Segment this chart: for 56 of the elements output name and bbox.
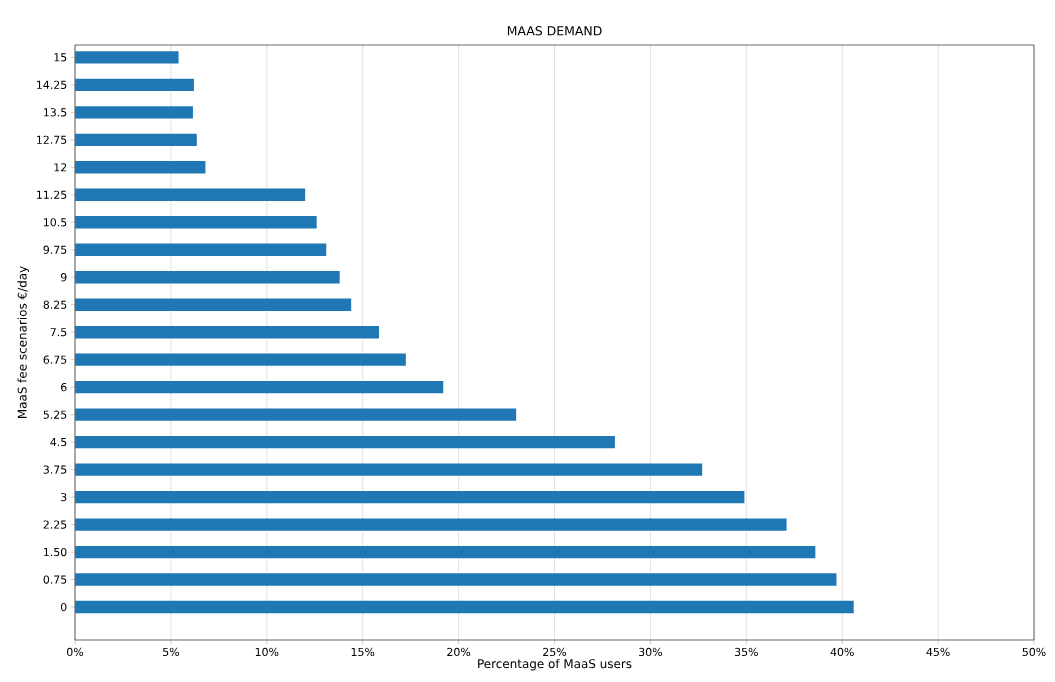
bar [75,463,703,476]
y-tick-label: 14.25 [37,80,67,89]
y-tick-label: 3.75 [43,465,67,474]
y-tick-label: 4.5 [50,438,67,447]
y-tick-label: 3 [61,492,67,502]
y-tick-label: 6 [61,383,67,392]
y-tick-label: 5.25 [43,410,67,419]
bar [75,133,197,146]
x-tick-label: 30% [639,647,662,657]
x-tick-label: 5% [163,647,179,657]
y-tick-label: 10.5 [44,218,67,227]
y-tick-label: 1.50 [44,547,67,557]
bar [75,518,787,531]
y-tick-label: 12.75 [37,135,67,144]
x-tick-label: 45% [926,647,950,657]
bar [75,51,179,64]
bar [75,78,194,92]
y-tick-label: 8.25 [43,300,67,309]
bar [75,298,352,311]
bar [75,326,379,339]
x-tick-label: 20% [447,647,471,657]
bar [75,188,306,201]
y-tick-label: 6.75 [43,355,67,364]
x-tick-label: 25% [543,647,567,657]
x-tick-label: 35% [734,647,758,657]
x-tick-label: 0% [67,647,84,657]
x-axis-title: Percentage of MaaS users [478,658,632,671]
bar [75,545,816,559]
bar [75,380,444,394]
y-tick-label: 2.25 [43,520,67,529]
bar [75,161,206,174]
y-tick-label: 0.75 [43,575,67,584]
x-tick-label: 50% [1022,647,1046,657]
y-tick-label: 9.75 [43,245,67,254]
bar [75,106,193,119]
y-tick-label: 0 [60,602,67,612]
y-tick-label: 7.5 [50,328,67,337]
bar [75,408,517,421]
bar [75,271,340,284]
chart-title: MAAS DEMAND [507,26,602,36]
bar [75,573,837,586]
x-tick-label: 15% [351,647,375,657]
y-tick-label: 12 [54,163,67,172]
y-tick-label: 15 [54,53,67,62]
y-tick-label: 13.5 [44,108,67,117]
bar [75,353,406,366]
bar [75,243,327,256]
x-tick-label: 10% [255,647,279,657]
y-axis-title: MaaS fee scenarios €/day [17,266,30,418]
bar [75,216,317,229]
y-tick-label: 9 [60,273,67,282]
bar [75,490,745,504]
bar [75,435,615,449]
x-tick-label: 40% [830,647,854,657]
y-tick-label: 11.25 [37,190,67,199]
bar [75,600,854,614]
